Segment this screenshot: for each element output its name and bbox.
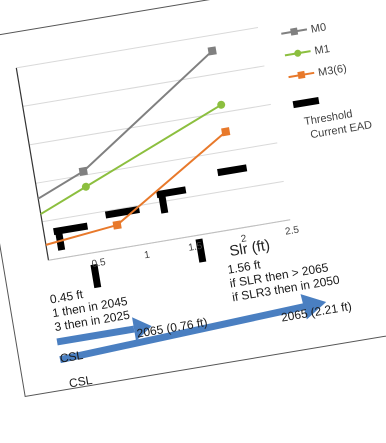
csl-label: CSL: [67, 372, 94, 391]
timeline-arrow-head: [132, 317, 152, 341]
gridline: [22, 65, 265, 107]
legend-marker: [297, 70, 306, 79]
legend-marker: [294, 49, 302, 57]
threshold-tick: [158, 193, 169, 214]
timeline-arrow-shaft: [59, 303, 306, 364]
series-point: [78, 166, 88, 176]
series-point: [207, 46, 217, 56]
x-tick-label: 2: [240, 233, 248, 245]
x-tick-label: 0.5: [91, 257, 107, 270]
legend-marker: [290, 27, 299, 36]
x-axis-title: Slr (ft): [228, 237, 271, 261]
y-axis-line: [15, 67, 50, 261]
threshold-tick: [90, 263, 102, 289]
series-point: [112, 220, 122, 230]
series-line-M1: [40, 103, 222, 215]
series-line-M0: [37, 50, 213, 200]
x-axis-line: [48, 219, 291, 261]
series-point: [221, 127, 231, 137]
gridline: [16, 26, 259, 69]
legend-label: M0: [310, 21, 327, 35]
timeline-arrow-shaft: [56, 325, 135, 346]
series-point: [217, 100, 226, 109]
threshold-dash: [217, 164, 248, 177]
chart-slide: 0.5 1 1.5 2 2.5 M0 M1 M3(6) Threshold Current EA…: [0, 0, 386, 398]
threshold-tick: [195, 238, 207, 263]
x-tick-label: 2.5: [284, 225, 300, 238]
gridline: [29, 103, 271, 146]
series-point: [81, 182, 90, 191]
legend-label: M3(6): [317, 62, 347, 79]
x-tick-label: 1.5: [188, 241, 204, 254]
legend-swatch-threshold: [292, 96, 320, 109]
x-tick-label: 1: [143, 249, 151, 261]
legend-label: M1: [314, 43, 331, 57]
timeline-arrow-head: [300, 294, 327, 320]
